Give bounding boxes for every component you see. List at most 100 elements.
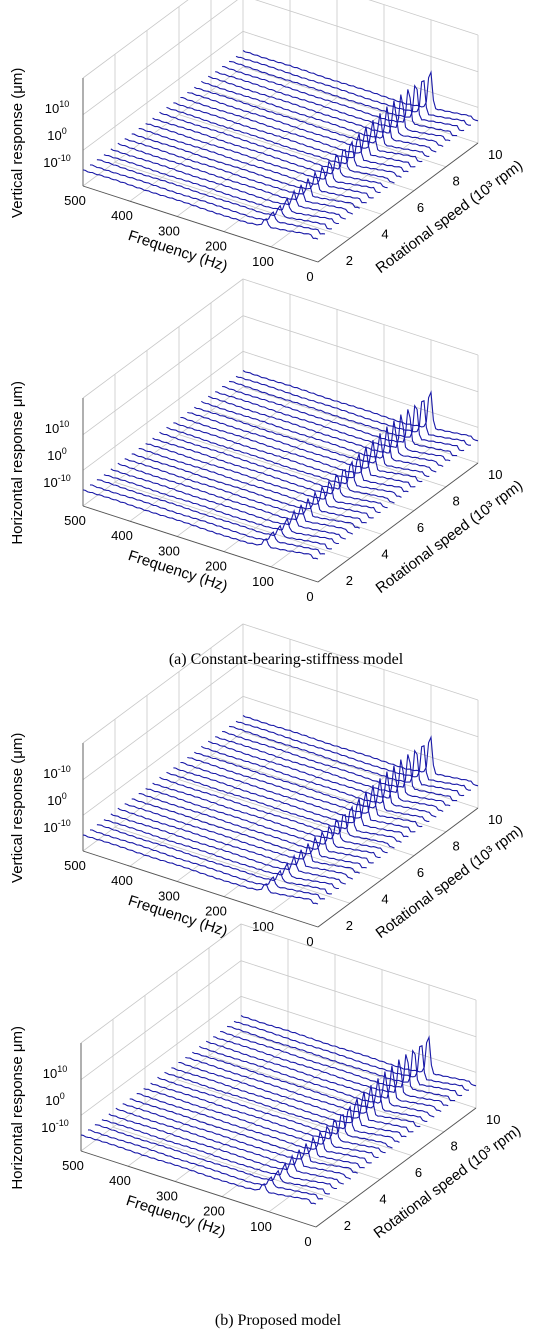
series-line	[145, 443, 381, 514]
series-line	[131, 453, 367, 524]
y-tick-label: 10	[486, 1112, 500, 1127]
series-line	[207, 75, 444, 147]
series-line	[94, 1124, 330, 1195]
series-line	[96, 824, 332, 895]
y-tick-label: 8	[452, 838, 459, 853]
series-line	[194, 86, 430, 157]
panel-a-bottom: 5004003002001000246810101010010-10Horizo…	[9, 278, 526, 604]
series-line	[166, 771, 402, 843]
series-line	[117, 462, 354, 535]
series-line	[159, 111, 395, 184]
x-tick-label: 500	[62, 1158, 84, 1173]
series-line	[110, 148, 346, 220]
y-tick-label: 10	[488, 467, 502, 482]
waterfall-series	[82, 370, 479, 560]
series-line	[198, 1045, 435, 1118]
z-tick-label: 1010	[45, 99, 69, 116]
z-tick-label: 10-10	[43, 153, 70, 170]
series-line	[152, 437, 388, 509]
series-line	[145, 123, 381, 194]
series-line	[187, 756, 423, 828]
series-line	[152, 117, 388, 189]
series-line	[131, 798, 367, 869]
series-line	[89, 484, 326, 555]
series-line	[115, 1107, 352, 1180]
grid-walls	[82, 278, 479, 506]
series-line	[145, 788, 381, 859]
series-line	[233, 1020, 469, 1091]
series-line	[173, 102, 409, 173]
series-line	[194, 406, 430, 477]
series-line	[220, 1030, 456, 1102]
z-tick-label: 10-10	[43, 818, 70, 835]
series-line	[138, 128, 374, 199]
y-tick-label: 4	[379, 1191, 386, 1206]
series-line	[187, 91, 423, 163]
y-tick-label: 4	[381, 546, 388, 561]
series-line	[117, 142, 354, 215]
axes	[82, 398, 479, 583]
z-tick-label: 100	[47, 446, 66, 463]
y-tick-label: 2	[346, 253, 353, 268]
x-tick-label: 0	[306, 269, 313, 284]
series-line	[187, 411, 423, 483]
series-line	[200, 745, 437, 818]
panel-b-bottom: 5004003002001000246810101010010-10Horizo…	[9, 923, 524, 1249]
series-line	[200, 80, 437, 153]
series-line	[80, 1134, 317, 1205]
z-tick-label: 100	[47, 126, 66, 143]
series-line	[89, 829, 326, 900]
series-line	[242, 715, 479, 787]
series-line	[229, 380, 465, 452]
series-line	[159, 431, 395, 504]
series-line	[235, 720, 471, 791]
axes	[80, 1043, 477, 1228]
series-line	[82, 169, 319, 240]
x-tick-label: 500	[64, 193, 86, 208]
series-line	[240, 1015, 477, 1087]
y-tick-label: 8	[450, 1138, 457, 1153]
series-line	[164, 1071, 400, 1143]
x-tick-label: 500	[64, 513, 86, 528]
series-line	[180, 96, 416, 168]
series-line	[129, 1098, 365, 1169]
x-tick-label: 0	[306, 934, 313, 949]
series-line	[235, 55, 471, 126]
series-line	[173, 422, 409, 493]
series-line	[103, 474, 339, 545]
series-line	[178, 1061, 414, 1133]
z-axis-label: Vertical response (μm)	[9, 68, 26, 218]
axes	[82, 78, 479, 263]
series-line	[103, 154, 339, 225]
y-tick-label: 4	[381, 891, 388, 906]
x-tick-label: 300	[156, 1188, 178, 1203]
series-line	[136, 1093, 372, 1164]
series-line	[82, 489, 319, 560]
series-line	[124, 803, 360, 874]
series-line	[173, 767, 409, 838]
series-line	[166, 106, 402, 178]
z-tick-label: 1010	[45, 419, 69, 436]
series-line	[150, 1082, 386, 1154]
y-tick-label: 6	[417, 865, 424, 880]
z-tick-label: 100	[45, 1091, 64, 1108]
x-tick-label: 200	[203, 1204, 225, 1219]
series-line	[215, 391, 451, 462]
series-line	[87, 1129, 324, 1200]
x-tick-label: 100	[252, 919, 274, 934]
z-tick-label: 1010	[43, 1064, 67, 1081]
series-line	[131, 133, 367, 204]
series-line	[194, 751, 430, 822]
waterfall-series	[82, 50, 479, 240]
series-line	[159, 776, 395, 849]
waterfall-series	[80, 1015, 477, 1205]
series-line	[82, 834, 319, 905]
series-line	[200, 400, 437, 473]
waterfall-series	[82, 715, 479, 905]
caption-b: (b) Proposed model	[215, 1312, 342, 1329]
series-line	[89, 164, 326, 235]
series-line	[157, 1076, 393, 1149]
series-line	[222, 65, 458, 137]
series-line	[96, 159, 332, 230]
